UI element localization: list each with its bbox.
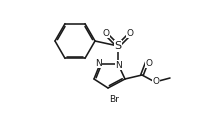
Text: N: N (116, 61, 122, 69)
Text: S: S (114, 41, 122, 51)
Text: O: O (103, 29, 110, 38)
Text: O: O (152, 76, 160, 86)
Text: N: N (95, 58, 101, 67)
Text: O: O (126, 29, 134, 38)
Text: Br: Br (109, 95, 119, 104)
Text: O: O (145, 58, 152, 67)
